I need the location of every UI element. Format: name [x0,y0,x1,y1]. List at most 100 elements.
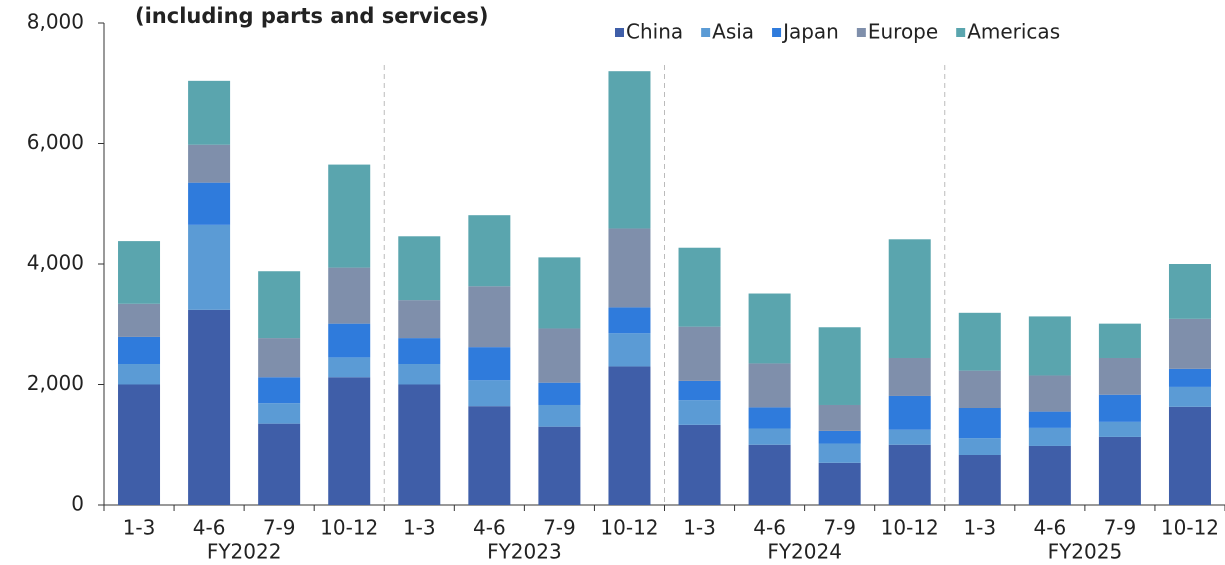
bar-segment [328,267,371,324]
x-tick-label: 1-3 [683,516,716,540]
bar-segment [538,404,581,427]
bar-segment [258,271,301,339]
x-tick-label: 10-12 [1161,516,1219,540]
bar-segment [1028,375,1071,412]
bar-segment [678,400,721,425]
bar-segment [188,309,231,505]
bar-segment [1168,318,1211,369]
group-label: FY2025 [1048,540,1123,564]
bar-segment [958,312,1001,371]
bar-segment [188,182,231,225]
x-tick-label: 7-9 [1104,516,1137,540]
legend-swatch [772,28,782,37]
x-tick-label: 7-9 [263,516,296,540]
group-label: FY2024 [767,540,842,564]
y-tick-label: 0 [71,492,84,516]
bar-segment [188,144,231,183]
legend-label: Asia [712,20,754,44]
x-tick-label: 10-12 [320,516,378,540]
chart-title: (including parts and services) [135,4,489,28]
bar-segment [678,380,721,401]
x-tick-label: 1-3 [963,516,996,540]
bar-segment [748,293,791,364]
y-tick-label: 6,000 [27,130,84,154]
legend-swatch [615,28,624,37]
bar-segment [468,406,511,505]
bar-segment [678,424,721,505]
bar-segment [1028,411,1071,428]
x-tick-label: 4-6 [753,516,786,540]
bar-segment [398,236,441,301]
x-tick-label: 4-6 [473,516,506,540]
bar-segment [1028,427,1071,446]
bar-segment [1028,445,1071,505]
bar-segment [1098,394,1141,422]
bar-segment [678,326,721,381]
bar-segment [958,438,1001,455]
legend-label: Japan [781,20,839,44]
bar-segment [328,357,371,378]
group-label: FY2022 [207,540,282,564]
x-tick-label: 7-9 [543,516,576,540]
bar-segment [678,247,721,327]
bar-segment [1098,357,1141,395]
bar-segment [748,444,791,505]
bar-segment [328,164,371,268]
bar-segment [818,430,861,444]
bar-segment [818,404,861,431]
bar-segment [958,407,1001,439]
bar-segment [328,323,371,358]
bar-segment [538,382,581,405]
bar-segment [608,333,651,367]
bar-segment [328,377,371,505]
legend-label: China [626,20,683,44]
bar-segment [608,366,651,505]
bar-segment [258,377,301,404]
x-tick-label: 1-3 [403,516,436,540]
bar-segment [748,428,791,445]
bar-segment [818,327,861,405]
bar-segment [1168,264,1211,319]
y-tick-label: 8,000 [27,10,84,34]
x-tick-label: 4-6 [1034,516,1067,540]
bar-segment [608,307,651,334]
y-tick-label: 4,000 [27,251,84,275]
bar-segment [1098,323,1141,358]
bar-segment [118,303,161,337]
bar-segment [888,395,931,430]
legend-label: Americas [967,20,1060,44]
group-label: FY2023 [487,540,562,564]
bar-segment [398,300,441,339]
bar-segment [538,328,581,383]
legend-swatch [701,28,711,37]
bar-segment [468,286,511,348]
bar-segment [958,370,1001,408]
bar-segment [1168,386,1211,407]
bar-segment [468,380,511,407]
legend-label: Europe [868,20,938,44]
bar-segment [188,224,231,310]
x-tick-label: 7-9 [823,516,856,540]
bar-segment [1028,316,1071,376]
bar-segment [958,454,1001,505]
bar-segment [888,429,931,445]
bar-segment [818,462,861,505]
bar-segment [468,215,511,287]
bar-segment [118,241,161,304]
bar-segment [538,426,581,505]
bar-segment [1168,406,1211,505]
x-tick-label: 10-12 [881,516,939,540]
bar-segment [1098,421,1141,437]
bar-segment [888,444,931,505]
legend-swatch [956,28,966,37]
bar-segment [118,364,161,385]
bar-segment [118,336,161,365]
bar-segment [398,384,441,505]
legend-swatch [856,28,866,37]
bar-segment [188,80,231,145]
x-tick-label: 4-6 [193,516,226,540]
bar-segment [258,338,301,378]
bar-segment [1098,436,1141,505]
bar-segment [818,443,861,463]
